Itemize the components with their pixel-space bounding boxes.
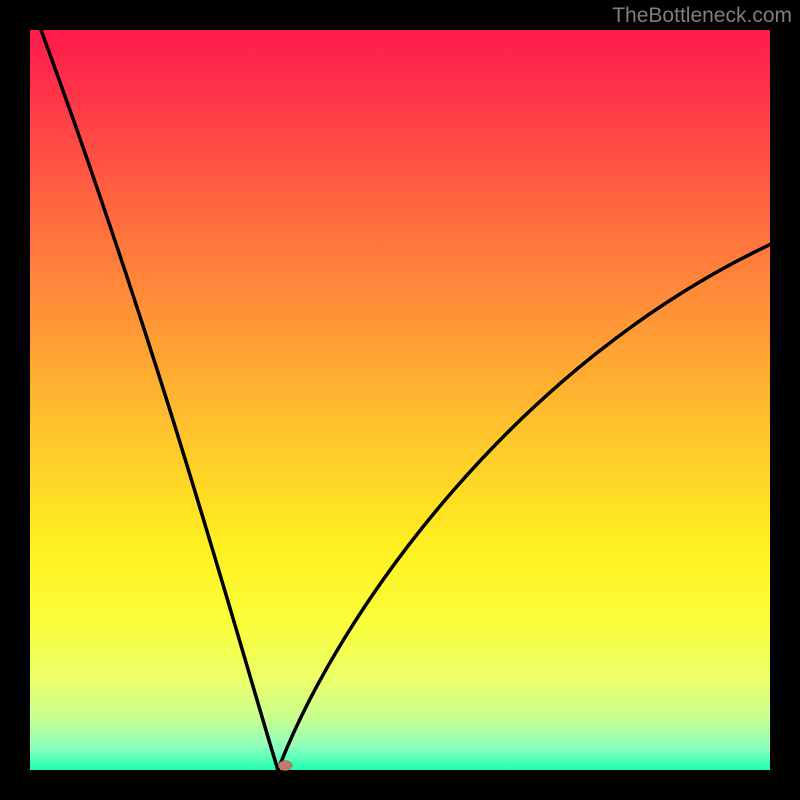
bottleneck-chart	[0, 0, 800, 800]
optimal-point-marker	[278, 761, 292, 771]
plot-background	[30, 30, 770, 770]
chart-container: TheBottleneck.com	[0, 0, 800, 800]
